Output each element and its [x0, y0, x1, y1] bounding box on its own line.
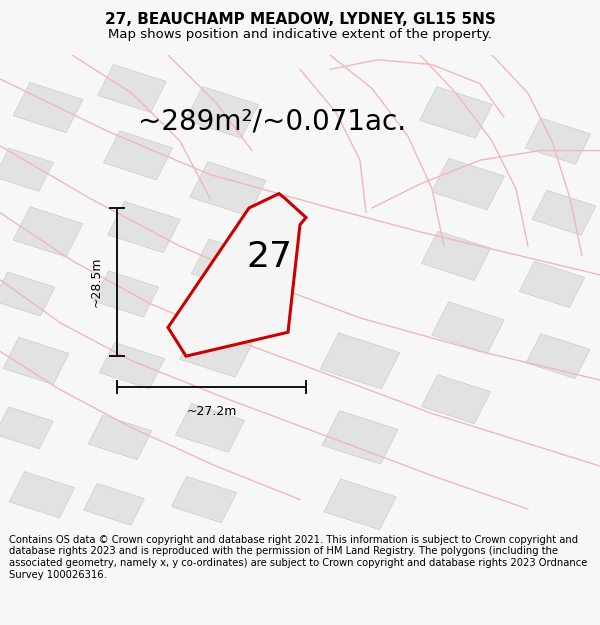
Polygon shape: [108, 201, 180, 252]
Text: ~28.5m: ~28.5m: [89, 257, 103, 308]
Polygon shape: [526, 334, 590, 379]
Text: ~27.2m: ~27.2m: [187, 404, 236, 418]
Text: 27: 27: [247, 240, 293, 274]
Polygon shape: [175, 403, 245, 452]
Polygon shape: [103, 131, 173, 180]
Polygon shape: [0, 407, 53, 449]
Polygon shape: [322, 411, 398, 464]
Polygon shape: [3, 338, 69, 384]
Polygon shape: [419, 87, 493, 138]
Text: ~289m²/~0.071ac.: ~289m²/~0.071ac.: [138, 108, 406, 136]
Polygon shape: [94, 271, 158, 317]
Polygon shape: [88, 415, 152, 459]
Polygon shape: [191, 239, 265, 291]
Polygon shape: [421, 375, 491, 424]
Polygon shape: [83, 483, 145, 525]
Polygon shape: [190, 162, 266, 216]
Text: Map shows position and indicative extent of the property.: Map shows position and indicative extent…: [108, 28, 492, 41]
Polygon shape: [185, 87, 259, 138]
Polygon shape: [520, 261, 584, 308]
Text: 27, BEAUCHAMP MEADOW, LYDNEY, GL15 5NS: 27, BEAUCHAMP MEADOW, LYDNEY, GL15 5NS: [104, 12, 496, 27]
Polygon shape: [100, 342, 164, 389]
Polygon shape: [10, 472, 74, 518]
Polygon shape: [179, 326, 253, 377]
Polygon shape: [526, 118, 590, 164]
Polygon shape: [421, 231, 491, 281]
Polygon shape: [532, 190, 596, 235]
Polygon shape: [0, 148, 53, 191]
Polygon shape: [431, 158, 505, 210]
Polygon shape: [168, 194, 306, 356]
Polygon shape: [324, 479, 396, 529]
Polygon shape: [432, 302, 504, 353]
Polygon shape: [13, 207, 83, 257]
Polygon shape: [13, 82, 83, 132]
Polygon shape: [98, 64, 166, 112]
Polygon shape: [0, 272, 55, 316]
Polygon shape: [320, 333, 400, 389]
Text: Contains OS data © Crown copyright and database right 2021. This information is : Contains OS data © Crown copyright and d…: [9, 535, 587, 579]
Polygon shape: [172, 476, 236, 522]
